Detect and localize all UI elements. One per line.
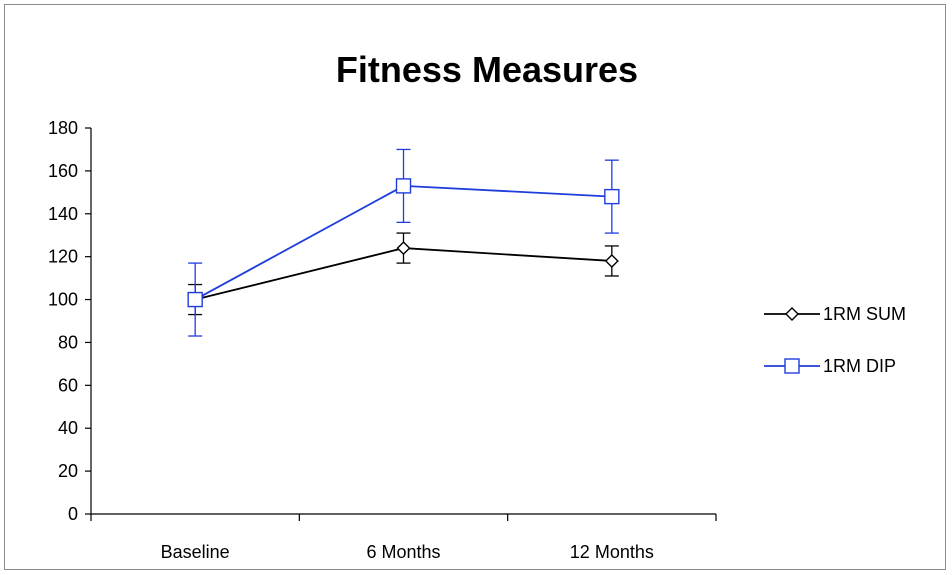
y-tick-label: 0 — [68, 504, 78, 524]
y-tick-label: 120 — [48, 247, 78, 267]
data-point — [395, 178, 412, 194]
legend-item: 1RM SUM — [764, 304, 906, 324]
legend-label: 1RM SUM — [823, 304, 906, 324]
data-point — [604, 188, 620, 205]
legend-swatch-marker — [785, 307, 799, 321]
chart-title: Fitness Measures — [336, 49, 638, 90]
legend-swatch-marker — [784, 358, 800, 374]
x-tick-label: Baseline — [161, 542, 230, 562]
data-point — [604, 253, 619, 268]
y-tick-label: 100 — [48, 290, 78, 310]
y-tick-label: 180 — [48, 118, 78, 138]
legend-label: 1RM DIP — [823, 356, 896, 376]
x-tick-label: 12 Months — [570, 542, 654, 562]
series-1rm-sum — [188, 232, 619, 316]
x-tick-label: 6 Months — [366, 542, 440, 562]
legend: 1RM SUM 1RM DIP — [764, 304, 906, 376]
series-layer — [187, 148, 620, 337]
legend-item: 1RM DIP — [764, 356, 896, 376]
y-tick-label: 140 — [48, 204, 78, 224]
y-tick-label: 80 — [58, 332, 78, 352]
data-point — [396, 241, 411, 256]
axes: 0 20 40 60 80 100 120 140 160 180 Baseline 6 Months… — [48, 118, 717, 562]
y-tick-label: 160 — [48, 161, 78, 181]
y-tick-label: 40 — [58, 418, 78, 438]
y-tick-label: 60 — [58, 375, 78, 395]
y-tick-label: 20 — [58, 461, 78, 481]
series-1rm-dip — [187, 148, 620, 337]
chart-frame — [4, 4, 946, 570]
data-point — [187, 291, 203, 308]
